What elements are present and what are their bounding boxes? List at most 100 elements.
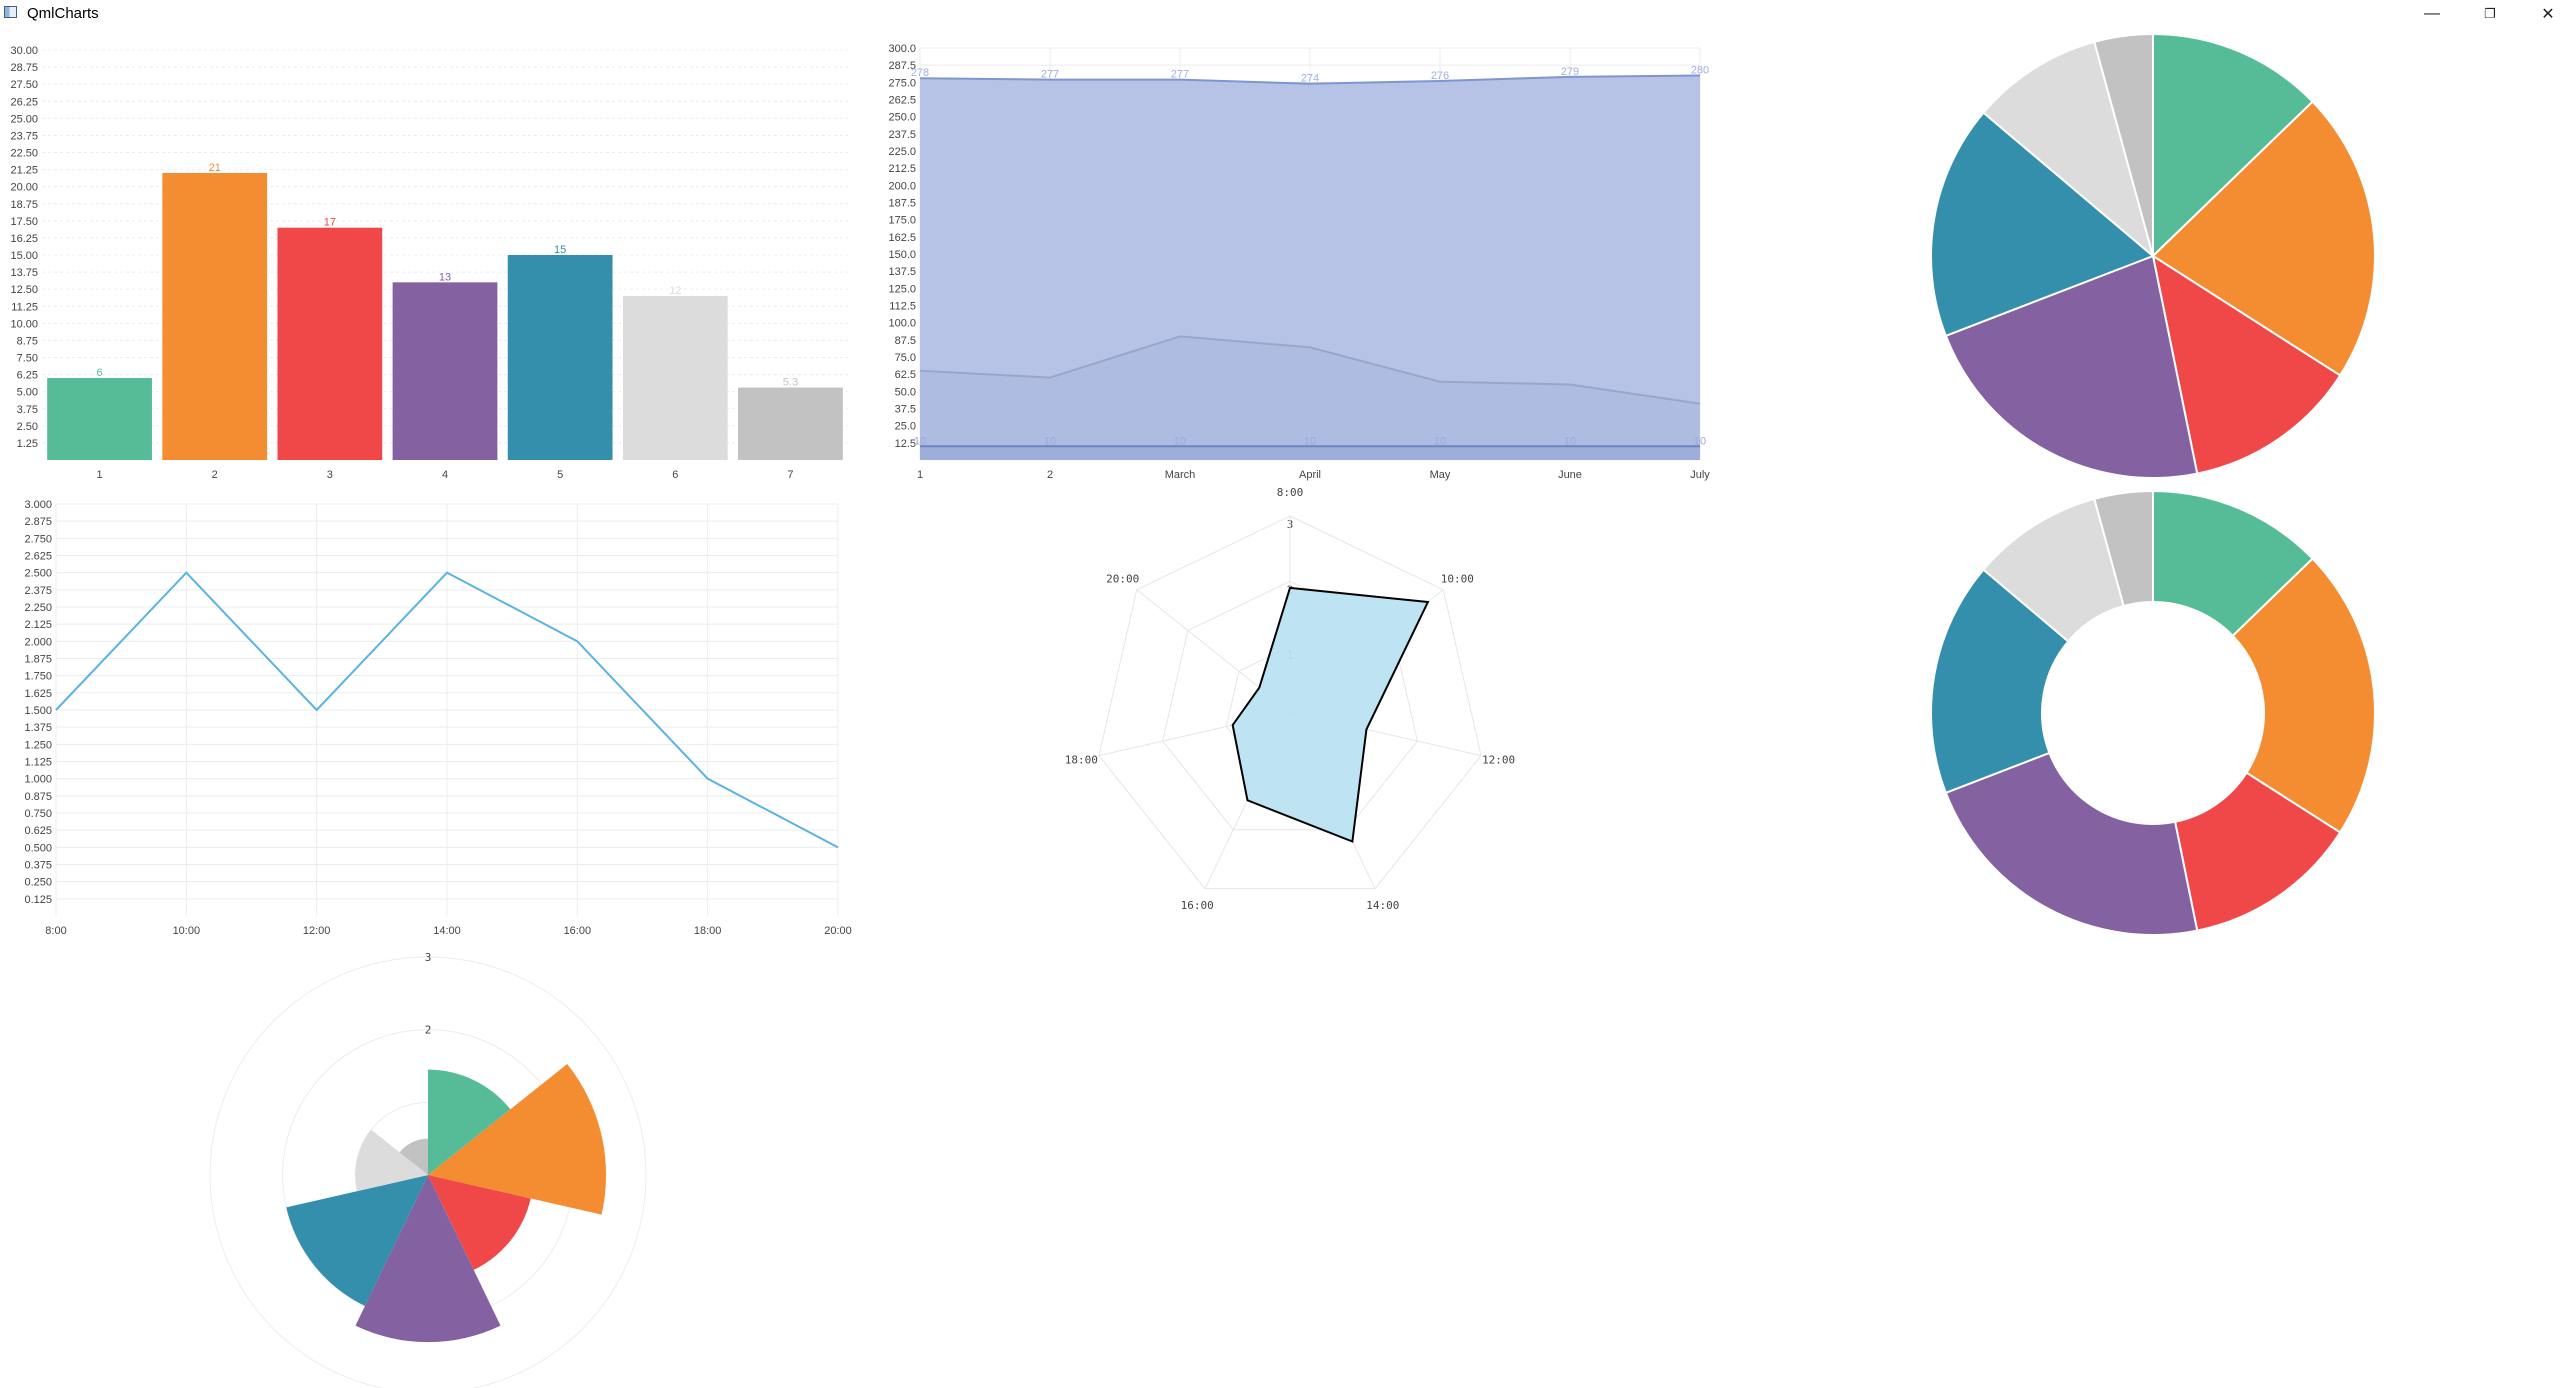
area-y-tick-label: 237.5: [888, 129, 916, 141]
bar-data-label: 15: [554, 244, 566, 256]
radar-series: [1231, 586, 1430, 843]
area-data-label: 10: [1694, 435, 1706, 447]
polar-sector-2: [428, 1063, 607, 1215]
bar-x-tick-label: 2: [212, 469, 218, 481]
area-x-tick-label: 1: [917, 469, 923, 481]
bar-y-tick-label: 25.00: [10, 113, 38, 125]
area-data-label: 278: [911, 67, 929, 79]
app-icon: [4, 6, 17, 18]
area-data-label: 279: [1561, 66, 1579, 78]
polar-ring-label: 2: [425, 1024, 432, 1037]
area-y-tick-label: 225.0: [888, 146, 916, 158]
area-series-line-0: [919, 74, 1701, 85]
radar-axis-label: 18:00: [1065, 754, 1098, 767]
bar-y-tick-label: 23.75: [10, 130, 38, 142]
line-y-tick-label: 1.500: [24, 705, 52, 717]
bar-y-tick-label: 26.25: [10, 96, 38, 108]
area-data-label: 280: [1691, 64, 1709, 76]
pie-slice-7: [2093, 32, 2154, 257]
bar-4: [392, 282, 498, 460]
line-y-tick-label: 0.750: [24, 808, 52, 820]
area-series-1: [920, 336, 1700, 460]
close-button[interactable]: ✕: [2519, 0, 2560, 28]
line-y-tick-label: 2.750: [24, 533, 52, 545]
bar-chart: 1.252.503.755.006.257.508.7510.0011.2512…: [10, 45, 848, 481]
area-y-tick-label: 112.5: [889, 301, 916, 313]
radar-axis-label: 10:00: [1441, 573, 1474, 586]
bar-y-tick-label: 10.00: [10, 318, 38, 330]
area-data-label: 277: [1171, 69, 1189, 81]
bar-data-label: 5.3: [783, 377, 798, 389]
line-y-tick-label: 1.875: [24, 654, 52, 666]
bar-3: [277, 227, 383, 460]
area-y-tick-label: 200.0: [888, 180, 916, 192]
area-y-tick-label: 262.5: [888, 95, 916, 107]
line-y-tick-label: 2.125: [24, 619, 52, 631]
donut-slice-2: [2231, 557, 2376, 834]
bar-x-tick-label: 4: [442, 469, 448, 481]
maximize-button[interactable]: ❐: [2461, 0, 2519, 28]
line-x-tick-label: 10:00: [173, 925, 201, 937]
area-data-label: 10: [1304, 435, 1316, 447]
area-chart: 12.525.037.550.062.575.087.5100.0112.512…: [888, 43, 1710, 481]
area-y-tick-label: 50.0: [895, 386, 916, 398]
area-x-tick-label: 2: [1047, 469, 1053, 481]
area-y-tick-label: 300.0: [888, 43, 916, 55]
area-data-label: 10: [1434, 435, 1446, 447]
radar-axis-label: 14:00: [1366, 899, 1399, 912]
polar-sector-5: [286, 1175, 428, 1306]
line-y-tick-label: 2.375: [24, 585, 52, 597]
bar-y-tick-label: 12.50: [10, 284, 38, 296]
donut-chart: [1930, 489, 2376, 936]
polar-ring: [209, 956, 647, 1388]
pie-slice-1: [2152, 32, 2314, 259]
area-y-tick-label: 100.0: [888, 318, 916, 330]
area-x-tick-label: May: [1430, 469, 1451, 481]
radar-axis-label: 16:00: [1181, 899, 1214, 912]
line-x-tick-label: 18:00: [694, 925, 722, 937]
area-y-tick-label: 87.5: [895, 335, 916, 347]
area-y-tick-label: 150.0: [888, 249, 916, 261]
bar-y-tick-label: 21.25: [10, 165, 38, 177]
bar-y-tick-label: 30.00: [10, 45, 38, 57]
polar-sector-6: [355, 1129, 428, 1192]
area-y-tick-label: 275.0: [888, 77, 916, 89]
polar-sector-4: [355, 1175, 501, 1343]
pie-slice-6: [1982, 40, 2155, 259]
line-y-tick-label: 3.000: [24, 499, 52, 511]
window-title: QmlCharts: [27, 5, 99, 22]
area-data-label: 10: [1044, 435, 1056, 447]
bar-y-tick-label: 16.25: [10, 233, 38, 245]
area-y-tick-label: 12.5: [895, 438, 916, 450]
line-chart: 0.125 0.250 0.375 0.500 0.625 0.750 0.875 1.000…: [24, 499, 851, 937]
radar-ring: [1098, 515, 1482, 890]
line-y-tick-label: 1.375: [24, 722, 52, 734]
bar-y-tick-label: 28.75: [10, 62, 38, 74]
bar-y-tick-label: 8.75: [17, 335, 38, 347]
line-y-tick-label: 0.500: [24, 842, 52, 854]
line-y-tick-label: 0.125: [24, 894, 52, 906]
line-y-tick-label: 1.625: [24, 688, 52, 700]
area-data-label: 10: [1174, 435, 1186, 447]
line-y-tick-label: 1.000: [24, 774, 52, 786]
bar-y-tick-label: 22.50: [10, 148, 38, 160]
pie-slice-2: [2151, 100, 2376, 377]
bar-x-tick-label: 5: [557, 469, 563, 481]
area-data-label: 10: [914, 435, 926, 447]
area-x-tick-label: April: [1299, 469, 1321, 481]
polar-sector-7: [399, 1138, 428, 1175]
line-y-tick-label: 1.250: [24, 739, 52, 751]
area-x-tick-label: June: [1558, 469, 1582, 481]
area-data-label: 10: [1564, 435, 1576, 447]
bar-data-label: 17: [324, 217, 336, 229]
bar-7: [738, 387, 843, 460]
line-y-tick-label: 2.500: [24, 568, 52, 580]
polar-ring-label: 3: [425, 951, 432, 964]
minimize-button[interactable]: —: [2403, 0, 2461, 28]
bar-y-tick-label: 18.75: [10, 199, 38, 211]
bar-y-tick-label: 17.50: [10, 216, 38, 228]
bar-y-tick-label: 20.00: [10, 182, 38, 194]
area-series-line-1: [919, 335, 1701, 405]
bar-2: [162, 173, 268, 460]
